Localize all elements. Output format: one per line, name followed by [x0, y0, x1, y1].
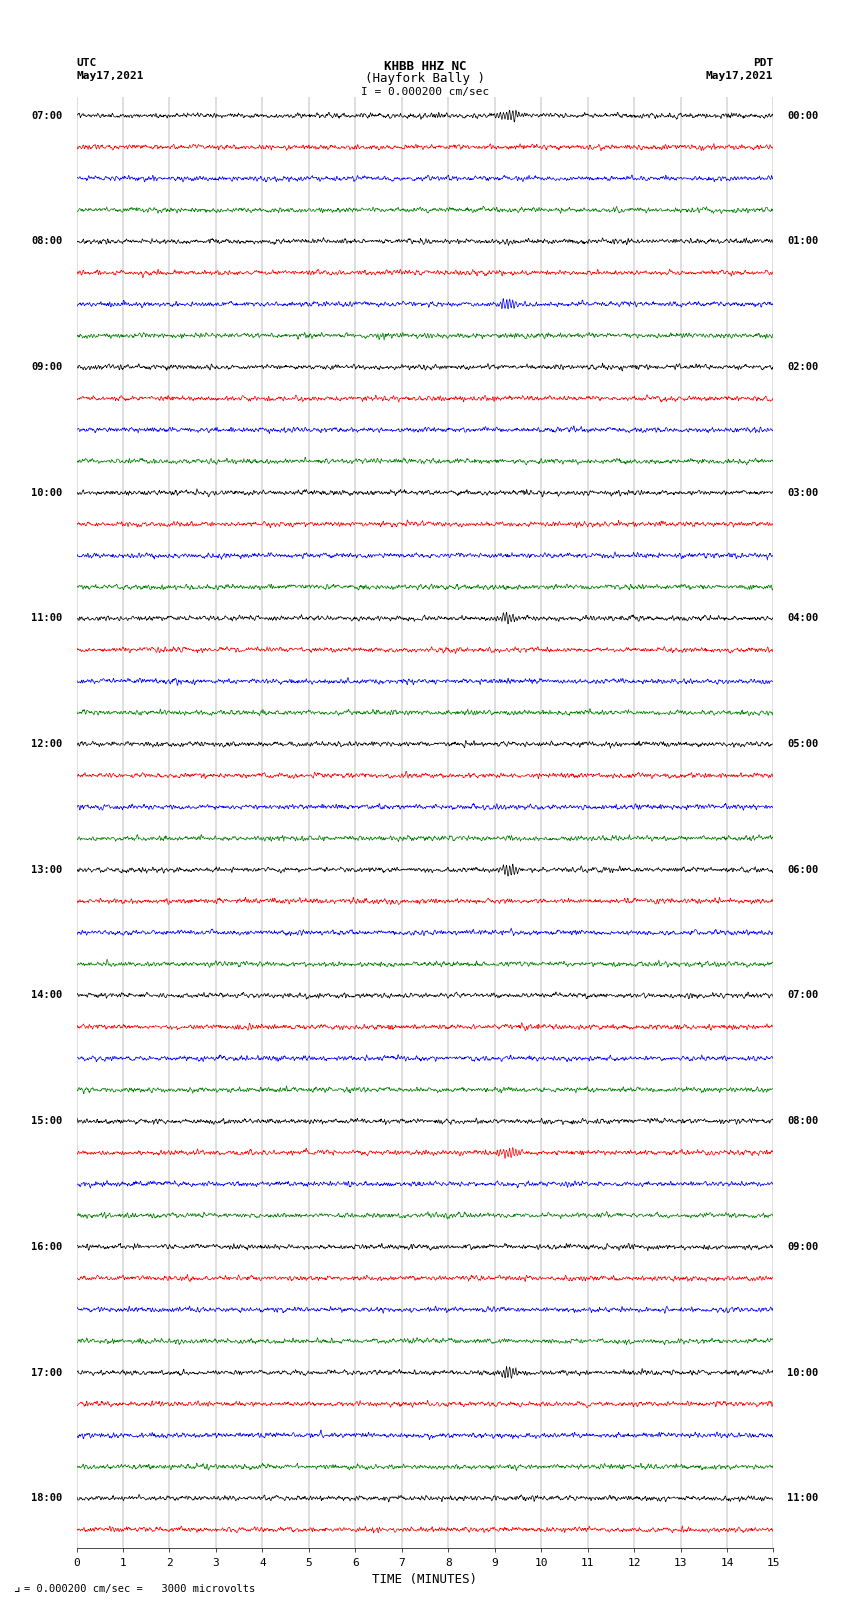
Text: 05:00: 05:00 [787, 739, 819, 748]
Text: 18:00: 18:00 [31, 1494, 63, 1503]
Text: 08:00: 08:00 [31, 237, 63, 247]
Text: 09:00: 09:00 [787, 1242, 819, 1252]
Text: 14:00: 14:00 [31, 990, 63, 1000]
Text: 07:00: 07:00 [787, 990, 819, 1000]
Text: 11:00: 11:00 [31, 613, 63, 623]
Text: 09:00: 09:00 [31, 361, 63, 373]
Text: May17,2021: May17,2021 [76, 71, 144, 81]
Text: 01:00: 01:00 [787, 237, 819, 247]
Text: 11:00: 11:00 [787, 1494, 819, 1503]
Text: 04:00: 04:00 [787, 613, 819, 623]
Text: 08:00: 08:00 [787, 1116, 819, 1126]
Text: 15:00: 15:00 [31, 1116, 63, 1126]
Text: (Hayfork Bally ): (Hayfork Bally ) [365, 73, 485, 85]
Text: 00:00: 00:00 [787, 111, 819, 121]
Text: UTC: UTC [76, 58, 97, 68]
Text: 17:00: 17:00 [31, 1368, 63, 1378]
Text: 16:00: 16:00 [31, 1242, 63, 1252]
Text: 13:00: 13:00 [31, 865, 63, 874]
Text: 07:00: 07:00 [31, 111, 63, 121]
Text: 12:00: 12:00 [31, 739, 63, 748]
Text: I = 0.000200 cm/sec: I = 0.000200 cm/sec [361, 87, 489, 97]
Text: 10:00: 10:00 [31, 487, 63, 498]
Text: PDT: PDT [753, 58, 774, 68]
Text: 06:00: 06:00 [787, 865, 819, 874]
Text: 03:00: 03:00 [787, 487, 819, 498]
Text: 10:00: 10:00 [787, 1368, 819, 1378]
Text: 02:00: 02:00 [787, 361, 819, 373]
Text: KHBB HHZ NC: KHBB HHZ NC [383, 60, 467, 73]
Text: $\lrcorner$: $\lrcorner$ [13, 1579, 20, 1594]
X-axis label: TIME (MINUTES): TIME (MINUTES) [372, 1573, 478, 1586]
Text: May17,2021: May17,2021 [706, 71, 774, 81]
Text: = 0.000200 cm/sec =   3000 microvolts: = 0.000200 cm/sec = 3000 microvolts [24, 1584, 255, 1594]
